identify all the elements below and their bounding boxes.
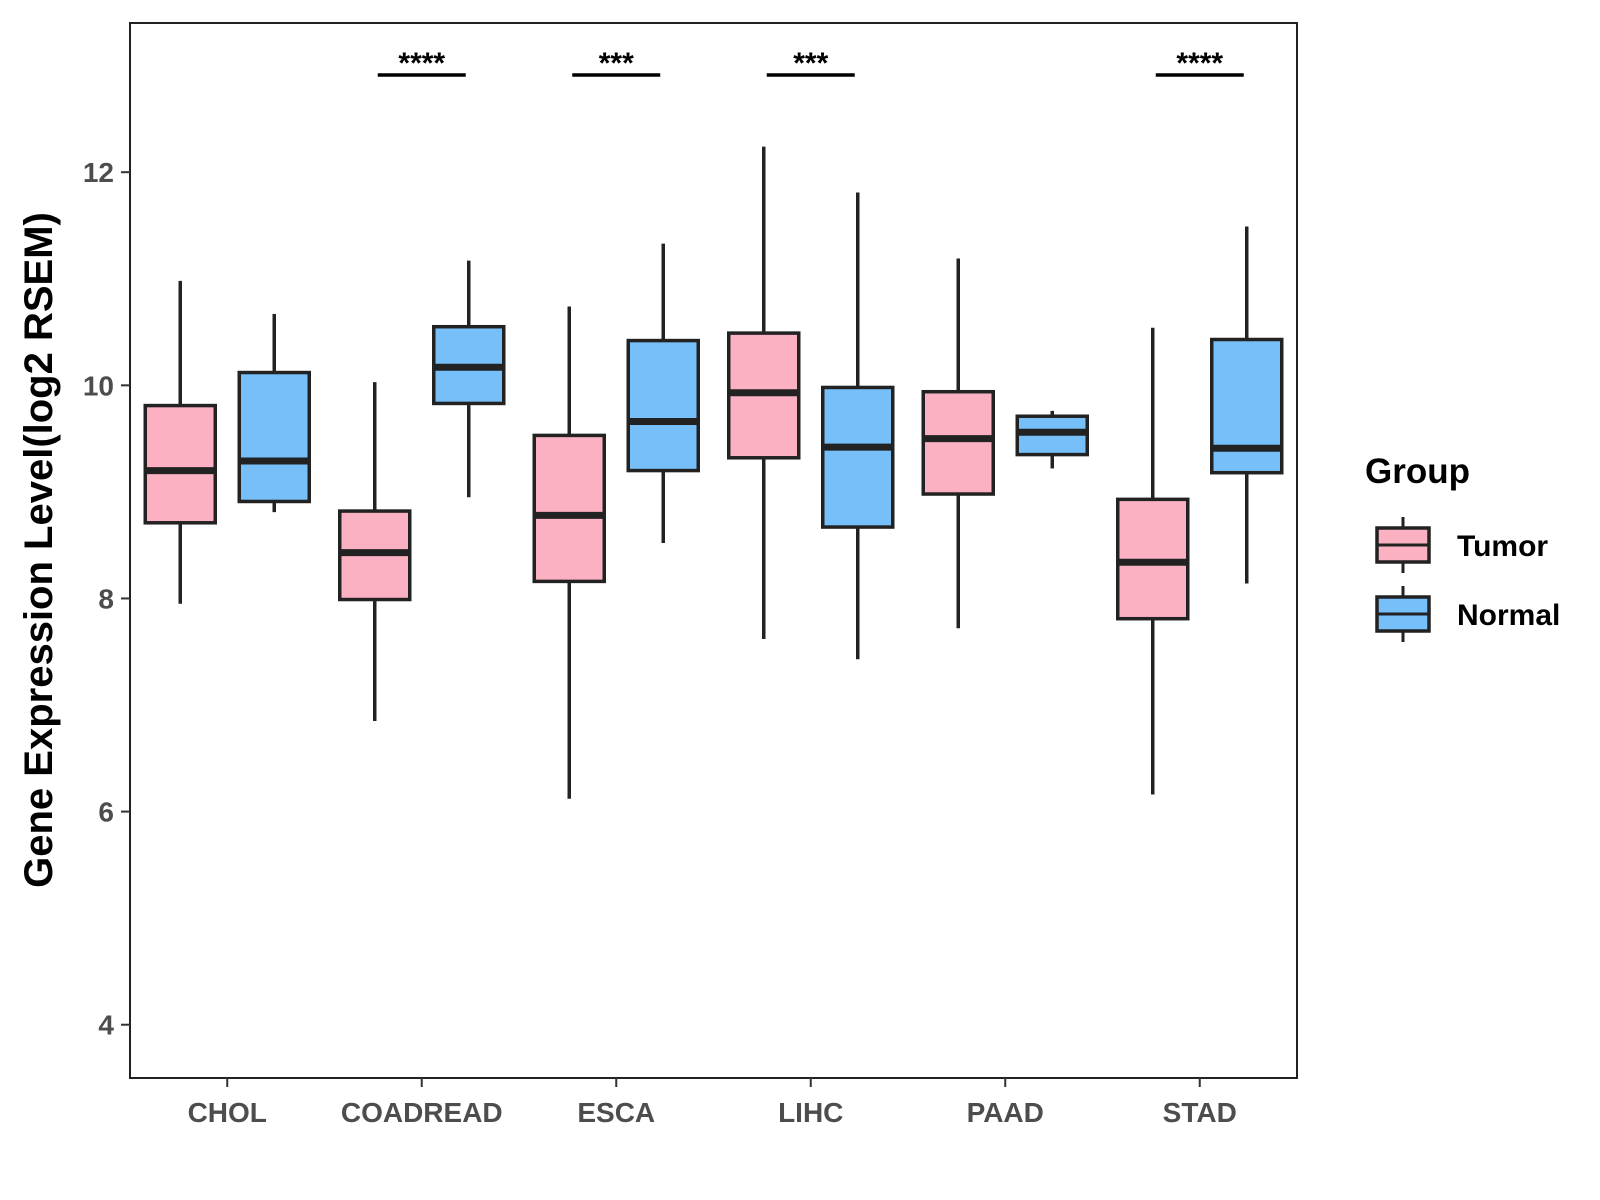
significance-label: *** — [599, 47, 634, 80]
x-tick-label: PAAD — [967, 1097, 1044, 1128]
y-tick-label: 8 — [98, 583, 114, 614]
legend-title: Group — [1365, 452, 1470, 491]
box-normal-chol — [237, 313, 311, 513]
significance-label: **** — [398, 47, 445, 80]
box-series — [143, 146, 1284, 799]
box-iqr — [143, 403, 217, 525]
x-tick-label: COADREAD — [341, 1097, 503, 1128]
significance-label: *** — [793, 47, 828, 80]
box-normal-coadread — [432, 260, 506, 498]
box-normal-esca — [626, 243, 700, 544]
y-axis: 4 6 8 10 12 — [83, 157, 130, 1041]
box-iqr — [1210, 337, 1284, 475]
box-tumor-esca — [532, 306, 606, 799]
box-iqr — [237, 370, 311, 504]
significance-annotations: **** *** *** **** — [377, 47, 1244, 80]
y-tick-label: 12 — [83, 157, 114, 188]
y-axis-label: Gene Expression Level(log2 RSEM) — [17, 212, 61, 888]
box-iqr — [821, 385, 895, 529]
legend-label: Tumor — [1457, 530, 1548, 563]
box-tumor-chol — [143, 280, 217, 604]
x-tick-label: STAD — [1163, 1097, 1237, 1128]
box-normal-lihc — [821, 192, 895, 660]
legend-item-tumor: Tumor — [1375, 517, 1548, 573]
box-iqr — [921, 389, 995, 496]
box-tumor-stad — [1116, 327, 1190, 795]
legend-label: Normal — [1457, 599, 1560, 632]
legend: Group Tumor Normal — [1365, 452, 1560, 642]
significance-label: **** — [1176, 47, 1223, 80]
box-tumor-coadread — [338, 382, 412, 722]
y-tick-label: 10 — [83, 370, 114, 401]
box-normal-paad — [1015, 410, 1089, 469]
x-axis: CHOL COADREAD ESCA LIHC PAAD STAD — [188, 1078, 1237, 1128]
box-tumor-lihc — [727, 146, 801, 639]
y-tick-label: 6 — [98, 797, 114, 828]
y-tick-label: 4 — [98, 1010, 114, 1041]
box-tumor-paad — [921, 258, 995, 629]
x-tick-label: ESCA — [577, 1097, 655, 1128]
legend-item-normal: Normal — [1375, 586, 1560, 642]
x-tick-label: LIHC — [778, 1097, 843, 1128]
x-tick-label: CHOL — [188, 1097, 267, 1128]
box-iqr — [532, 433, 606, 584]
box-normal-stad — [1210, 226, 1284, 584]
plot-panel-border — [129, 22, 1298, 1079]
box-iqr — [626, 338, 700, 473]
